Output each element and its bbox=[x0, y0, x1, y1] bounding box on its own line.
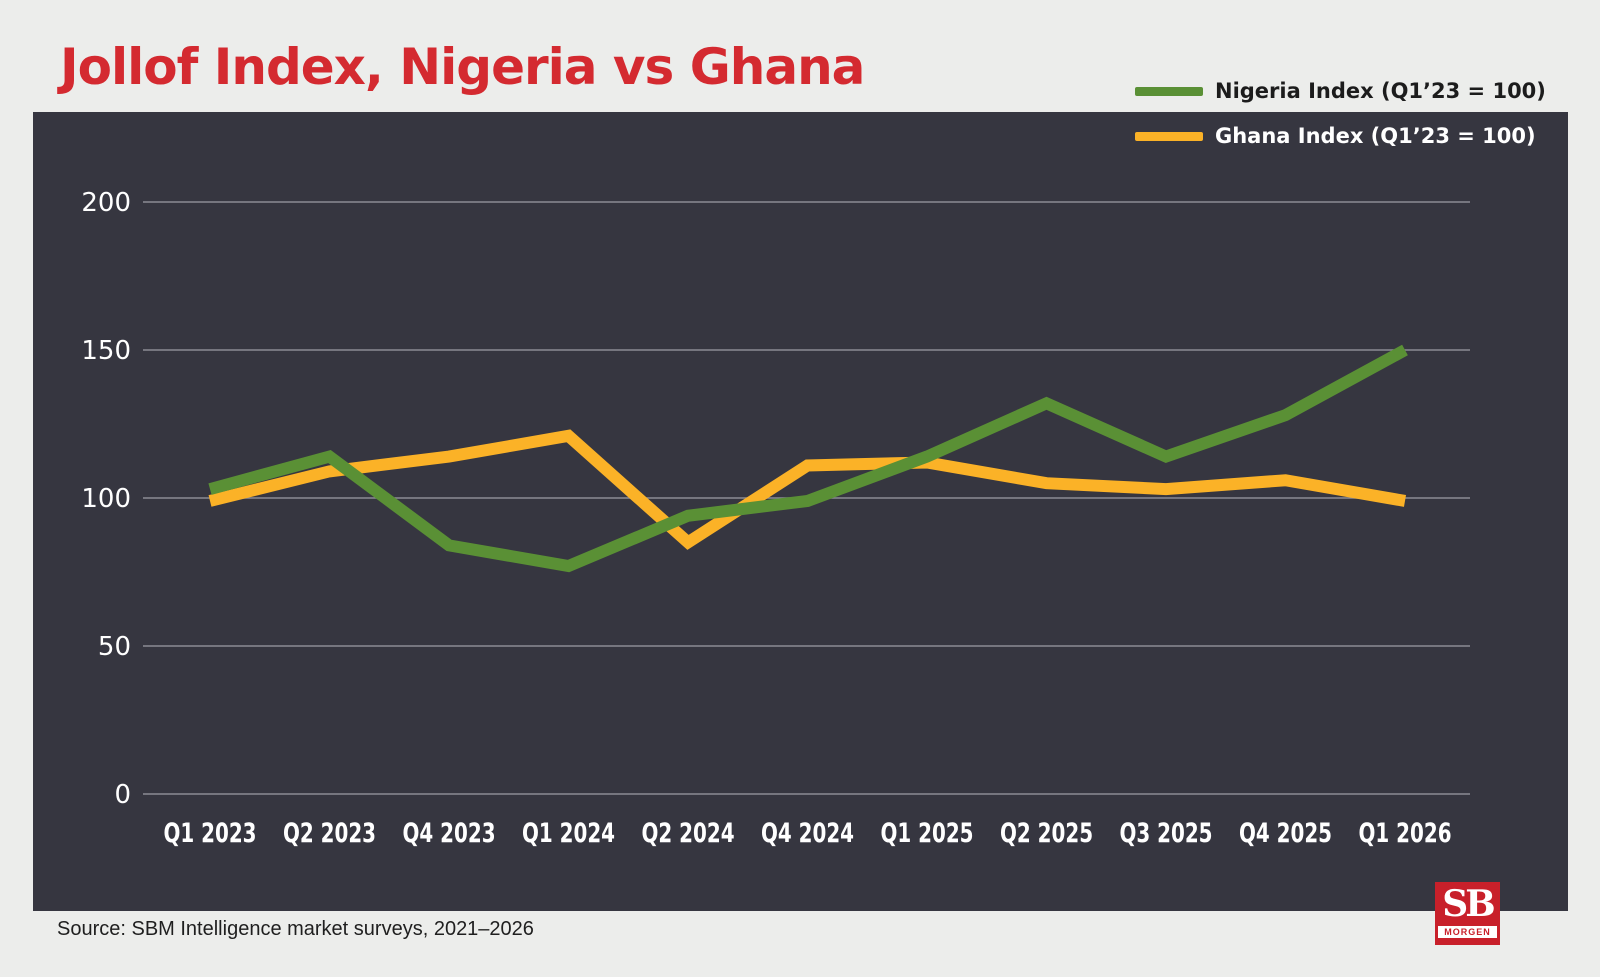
x-tick-label: Q4 2023 bbox=[402, 817, 495, 849]
legend-item-ghana: Ghana Index (Q1’23 = 100) bbox=[1135, 121, 1536, 151]
y-tick-label: 100 bbox=[81, 484, 131, 514]
x-tick-label: Q3 2025 bbox=[1119, 817, 1212, 849]
y-tick-label: 50 bbox=[98, 632, 131, 662]
x-tick-label: Q4 2024 bbox=[761, 817, 854, 849]
y-tick-label: 200 bbox=[81, 188, 131, 218]
legend-swatch-ghana bbox=[1135, 131, 1203, 141]
line-chart: 0 50 100 150 200 Q1 2023 Q2 2023 Q4 2023 Q1 2024… bbox=[81, 188, 1470, 849]
x-tick-label: Q1 2026 bbox=[1358, 817, 1451, 849]
x-tick-label: Q1 2023 bbox=[163, 817, 256, 849]
legend-swatch-nigeria bbox=[1135, 86, 1203, 96]
x-tick-label: Q1 2024 bbox=[522, 817, 615, 849]
x-tick-label: Q4 2025 bbox=[1239, 817, 1332, 849]
chart-title: Jollof Index, Nigeria vs Ghana bbox=[60, 38, 865, 96]
series-line-ghana bbox=[208, 429, 1407, 550]
logo-monogram: SB bbox=[1442, 883, 1495, 925]
logo-wordmark: MORGEN bbox=[1438, 926, 1497, 938]
x-tick-label: Q2 2024 bbox=[641, 817, 734, 849]
series-line-nigeria bbox=[208, 344, 1408, 573]
x-tick-label: Q1 2025 bbox=[880, 817, 973, 849]
y-tick-label: 150 bbox=[81, 336, 131, 366]
x-tick-label: Q2 2025 bbox=[1000, 817, 1093, 849]
chart-panel: 0 50 100 150 200 Q1 2023 Q2 2023 Q4 2023 Q1 2024… bbox=[33, 112, 1568, 911]
sb-morgen-logo: SB MORGEN bbox=[1435, 882, 1500, 945]
legend-label-nigeria: Nigeria Index (Q1’23 = 100) bbox=[1215, 79, 1546, 103]
y-tick-label: 0 bbox=[114, 780, 131, 810]
x-tick-label: Q2 2023 bbox=[283, 817, 376, 849]
legend-item-nigeria: Nigeria Index (Q1’23 = 100) bbox=[1135, 76, 1546, 106]
source-note: Source: SBM Intelligence market surveys,… bbox=[57, 918, 534, 940]
legend-label-ghana: Ghana Index (Q1’23 = 100) bbox=[1215, 124, 1536, 148]
